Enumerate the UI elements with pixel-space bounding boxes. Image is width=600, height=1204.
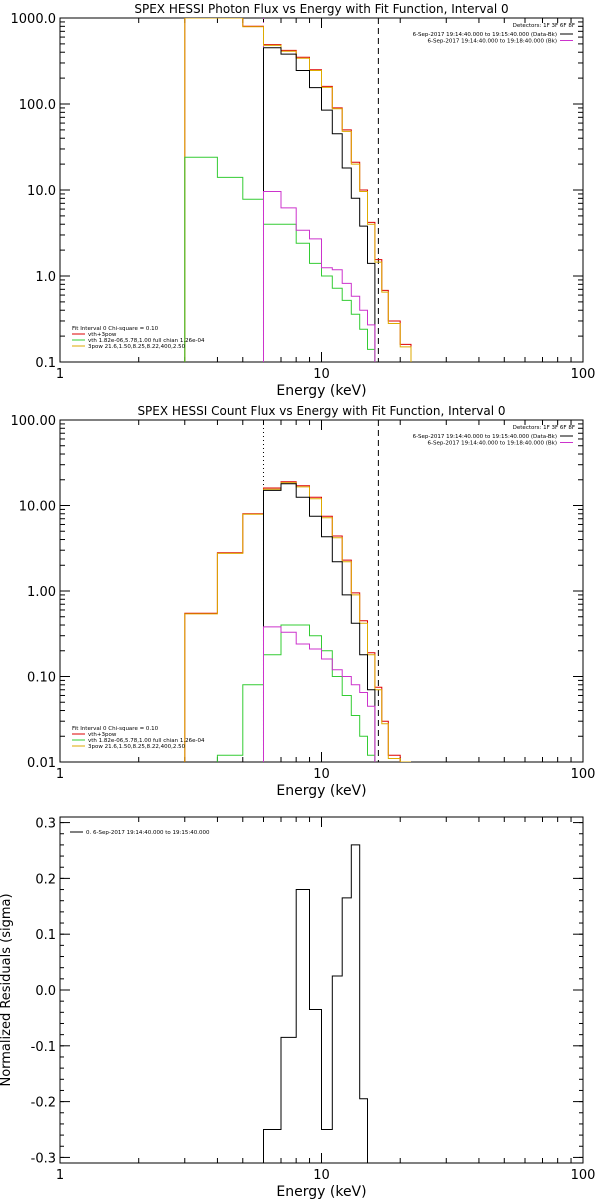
legend-entry-label: 6-Sep-2017 19:14:40.000 to 19:18:40.000 … [428, 441, 558, 447]
series-line-3 [263, 483, 376, 762]
plot-frame [59, 419, 584, 763]
y-tick-label: 0.10 [27, 671, 56, 686]
plot-data [184, 18, 412, 362]
x-axis-label: Energy (keV) [276, 783, 366, 799]
y-tick-label: 0.01 [27, 756, 56, 771]
y-tick-label: 10.0 [27, 184, 56, 199]
y-tick-label: -0.1 [31, 1040, 56, 1055]
x-tick-label: 1 [56, 367, 64, 382]
series-line-1 [184, 481, 411, 762]
y-tick-label: 0.1 [35, 356, 56, 371]
legend-entry-label: 6-Sep-2017 19:14:40.000 to 19:15:40.000 … [413, 32, 557, 38]
y-tick-label: 0.1 [35, 928, 56, 943]
legend-fit-header: Fit Interval 0 Chi-square = 0.10 [72, 726, 159, 732]
series-line-2 [184, 18, 412, 362]
series-line-3 [263, 47, 376, 362]
x-tick-label: 10 [313, 767, 330, 782]
x-axis-label: Energy (keV) [276, 383, 366, 399]
chart-panel-3: 1 10 100 Energy (keV) -0.3 -0.2 -0.1 0.0 0.1 0.2 0… [0, 816, 596, 1200]
legend-detectors: Detectors: 1F 3F 6F 8F [513, 425, 575, 431]
chart-panel-2: SPEX HESSI Count Flux vs Energy with Fit… [11, 404, 596, 799]
legend-fit-label: 3pow 21.6,1.50,8.25,8.22,400,2.50 [88, 744, 186, 750]
y-tick-label: 10.00 [19, 500, 56, 515]
x-tick-label: 100 [571, 1168, 596, 1183]
y-tick-label: 0.2 [35, 872, 56, 887]
series-line-1 [263, 844, 375, 1163]
y-tick-label: 100.0 [19, 98, 56, 113]
y-axis-label: Normalized Residuals (sigma) [0, 893, 14, 1086]
x-tick-label: 10 [313, 1168, 330, 1183]
y-tick-label: 1000.0 [11, 12, 57, 27]
legend-entry-label: 6-Sep-2017 19:14:40.000 to 19:15:40.000 … [413, 434, 557, 440]
y-tick-label: 1.0 [35, 270, 56, 285]
y-tick-label: 100.00 [11, 414, 57, 429]
x-tick-label: 1 [56, 1168, 64, 1183]
series-line-5 [263, 191, 376, 362]
y-tick-label: 0.0 [35, 984, 56, 999]
legend-residual-label: 0. 6-Sep-2017 19:14:40.000 to 19:15:40.0… [86, 830, 210, 836]
chart-panel-1: SPEX HESSI Photon Flux vs Energy with Fi… [11, 2, 596, 399]
y-tick-label: 0.3 [35, 817, 56, 832]
legend-fit-label: 3pow 21.6,1.50,8.25,8.22,400,2.50 [88, 344, 186, 350]
chart-title: SPEX HESSI Photon Flux vs Energy with Fi… [134, 2, 508, 16]
legend-fit-label: vth 1.82e-06,5.78,1.00 full chian 1.26e-… [88, 738, 205, 744]
y-tick-label: -0.3 [31, 1151, 56, 1166]
legend-detectors: Detectors: 1F 3F 6F 8F [513, 23, 575, 29]
x-tick-label: 100 [571, 367, 596, 382]
legend-fit-label: vth 1.82e-06,5.78,1.00 full chian 1.26e-… [88, 338, 205, 344]
x-tick-label: 10 [313, 367, 330, 382]
legend-entry-label: 6-Sep-2017 19:14:40.000 to 19:18:40.000 … [428, 39, 558, 45]
x-tick-label: 100 [571, 767, 596, 782]
legend-fit-label: vth+3pow [88, 732, 117, 738]
x-tick-label: 1 [56, 767, 64, 782]
y-tick-label: -0.2 [31, 1096, 56, 1111]
legend-fit-header: Fit Interval 0 Chi-square = 0.10 [72, 326, 159, 332]
legend-fit-label: vth+3pow [88, 332, 117, 338]
series-line-2 [184, 482, 411, 762]
series-line-5 [263, 626, 376, 762]
series-line-1 [184, 18, 412, 362]
chart-title: SPEX HESSI Count Flux vs Energy with Fit… [137, 404, 505, 418]
series-line-4 [216, 624, 376, 762]
plot-data [184, 420, 411, 762]
y-tick-label: 1.00 [27, 585, 56, 600]
plot-data [263, 844, 375, 1163]
series-line-4 [184, 156, 376, 362]
x-axis-label: Energy (keV) [276, 1184, 366, 1200]
